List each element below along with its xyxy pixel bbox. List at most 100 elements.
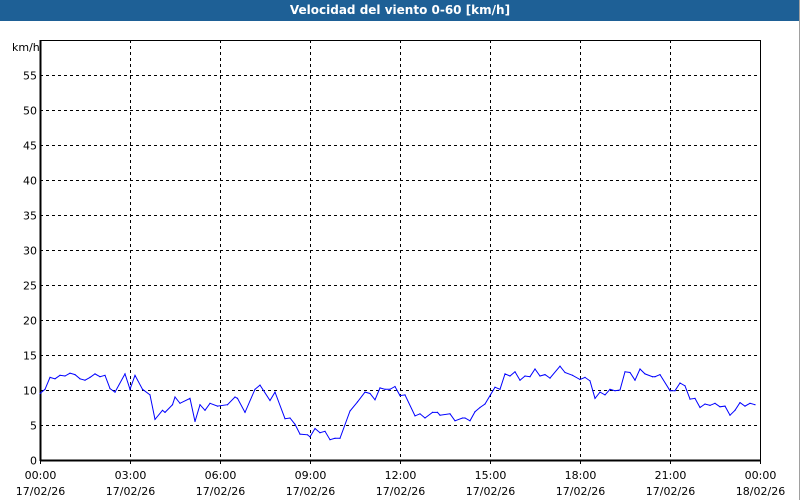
data-point (334, 437, 336, 439)
data-point (299, 433, 301, 435)
data-point (744, 405, 746, 407)
y-tick-label: 45 (23, 140, 37, 153)
data-point (651, 376, 654, 378)
data-point (539, 375, 541, 377)
grid (40, 40, 760, 460)
x-tick-time: 18:00 (565, 469, 597, 482)
data-point (49, 376, 51, 378)
data-point (674, 390, 676, 392)
data-point (274, 391, 276, 393)
data-point (399, 395, 401, 397)
data-point (226, 404, 229, 406)
y-tick-label: 30 (23, 245, 37, 258)
data-point (729, 414, 731, 416)
data-point (54, 378, 56, 380)
data-point (69, 372, 71, 374)
data-point (654, 376, 656, 378)
data-point (364, 391, 366, 393)
data-point (564, 371, 566, 374)
data-point (449, 413, 451, 415)
x-tick-date: 17/02/26 (376, 485, 425, 498)
y-tick-label: 10 (23, 385, 37, 398)
data-point (439, 414, 441, 416)
data-point (509, 375, 511, 377)
data-point (236, 397, 239, 399)
data-point (134, 374, 136, 376)
data-point (614, 390, 616, 392)
data-point (199, 404, 201, 406)
data-point (714, 402, 716, 404)
data-point (644, 373, 646, 375)
data-point (314, 427, 316, 430)
data-point (189, 397, 191, 399)
data-point (431, 411, 434, 413)
data-point (164, 411, 166, 413)
data-point (79, 378, 81, 380)
data-point (619, 389, 621, 391)
data-point (534, 368, 536, 370)
data-point (94, 373, 96, 375)
data-point (589, 380, 591, 382)
data-point (306, 434, 309, 436)
data-point (89, 376, 91, 378)
data-point (244, 411, 246, 413)
data-point (294, 423, 296, 425)
data-point (464, 417, 466, 419)
data-point (64, 375, 66, 377)
x-tick-time: 03:00 (115, 469, 147, 482)
data-point (524, 375, 526, 377)
data-point (424, 417, 426, 419)
data-point (474, 411, 476, 413)
x-tick-time: 06:00 (205, 469, 237, 482)
data-point (319, 432, 321, 434)
data-point (739, 402, 741, 404)
x-tick-time: 09:00 (295, 469, 327, 482)
series-group (39, 365, 756, 441)
data-point (599, 391, 601, 393)
data-point (594, 397, 596, 399)
data-point (479, 406, 481, 409)
chart-title: Velocidad del viento 0-60 [km/h] (0, 0, 799, 21)
data-point (639, 368, 641, 370)
data-point (504, 373, 506, 375)
data-point (579, 378, 581, 381)
y-tick-label: 35 (23, 210, 37, 223)
data-point (99, 376, 101, 378)
data-point (694, 397, 696, 399)
data-point (149, 394, 151, 396)
data-point (469, 420, 471, 422)
y-tick-label: 40 (23, 175, 37, 188)
data-point (499, 388, 501, 390)
x-tick-time: 15:00 (475, 469, 507, 482)
y-ticks: 0 5 10 15 20 25 30 35 40 45 50 55 (23, 70, 37, 468)
data-point (329, 439, 331, 441)
data-point (624, 371, 626, 373)
data-point (571, 374, 574, 376)
data-point (659, 374, 661, 376)
data-point (349, 410, 351, 412)
data-point (124, 373, 126, 375)
data-point (669, 390, 671, 392)
x-tick-time: 12:00 (385, 469, 417, 482)
data-point (519, 379, 521, 381)
data-point (114, 391, 116, 393)
data-point (161, 409, 164, 411)
data-point (414, 415, 416, 417)
data-point (529, 376, 531, 378)
x-tick-date: 17/02/26 (16, 485, 65, 498)
data-point (461, 417, 464, 419)
data-point (704, 403, 706, 405)
x-ticks: 00:00 17/02/26 03:00 17/02/26 06:00 17/02/26 0… (16, 460, 785, 498)
data-point (404, 394, 406, 396)
data-point (684, 385, 686, 387)
data-point (394, 385, 396, 388)
data-point (44, 388, 46, 390)
x-tick-date: 17/02/26 (556, 485, 605, 498)
data-point (284, 418, 286, 420)
data-point (559, 365, 561, 367)
data-point (309, 436, 311, 438)
data-point (484, 403, 486, 405)
data-point (709, 404, 711, 406)
data-point (454, 420, 456, 422)
data-point (174, 396, 176, 398)
